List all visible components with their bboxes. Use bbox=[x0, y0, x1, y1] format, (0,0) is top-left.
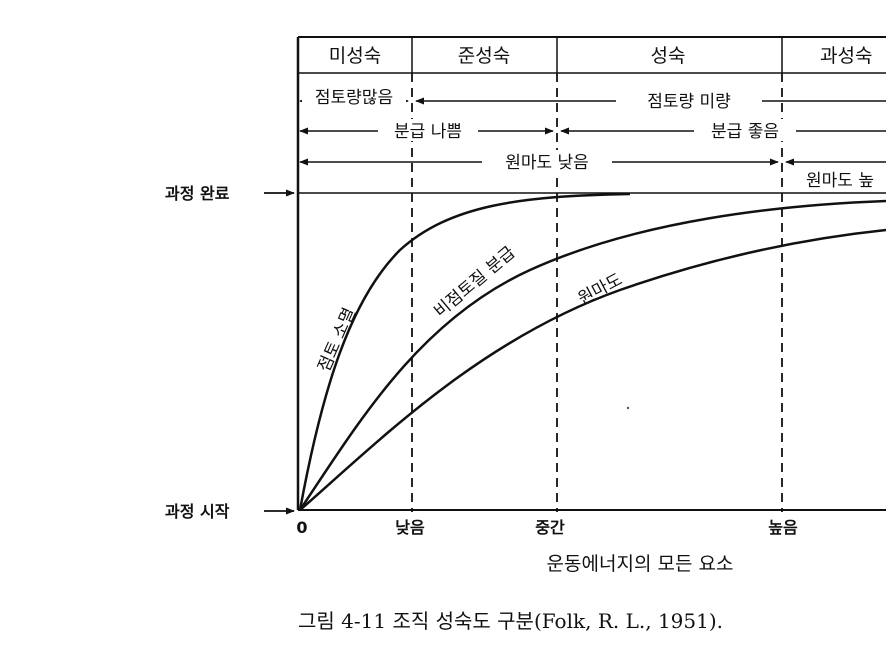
clay-many-label: 점토량많음 bbox=[315, 88, 393, 108]
stage-mature: 성숙 bbox=[651, 45, 686, 67]
x-tick-medium: 중간 bbox=[535, 518, 565, 537]
sorting-poor-label: 분급 나쁨 bbox=[394, 122, 462, 142]
process-complete-label: 과정 완료 bbox=[165, 184, 230, 203]
rounding-high-label: 원마도 높 bbox=[806, 171, 874, 191]
rounding-curve bbox=[299, 228, 886, 511]
stage-boundaries bbox=[411, 73, 783, 512]
rounding-label: 원마도 bbox=[575, 270, 626, 310]
x-tick-high: 높음 bbox=[768, 518, 798, 537]
sorting-good-label: 분급 좋음 bbox=[711, 122, 779, 142]
figure-caption: 그림 4-11 조직 성숙도 구분(Folk, R. L., 1951). bbox=[298, 609, 723, 633]
speck bbox=[626, 406, 630, 410]
x-tick-zero: 0 bbox=[296, 518, 307, 537]
process-start-label: 과정 시작 bbox=[165, 502, 230, 521]
x-axis-label: 운동에너지의 모든 요소 bbox=[547, 553, 734, 575]
stage-submature: 준성숙 bbox=[458, 45, 510, 67]
x-tick-low: 낮음 bbox=[395, 518, 425, 537]
rounding-low-label: 원마도 낮음 bbox=[505, 153, 589, 173]
clay-removal-curve bbox=[298, 192, 631, 511]
diagram-frame bbox=[296, 36, 886, 511]
clay-little-label: 점토량 미량 bbox=[647, 92, 731, 112]
curves bbox=[298, 192, 886, 511]
stage-supermature: 과성숙 bbox=[820, 45, 872, 67]
stage-immature: 미성숙 bbox=[329, 45, 381, 67]
clay-removal-label: 점토 소멸 bbox=[314, 305, 360, 375]
nonclay-sorting-curve bbox=[298, 199, 886, 511]
